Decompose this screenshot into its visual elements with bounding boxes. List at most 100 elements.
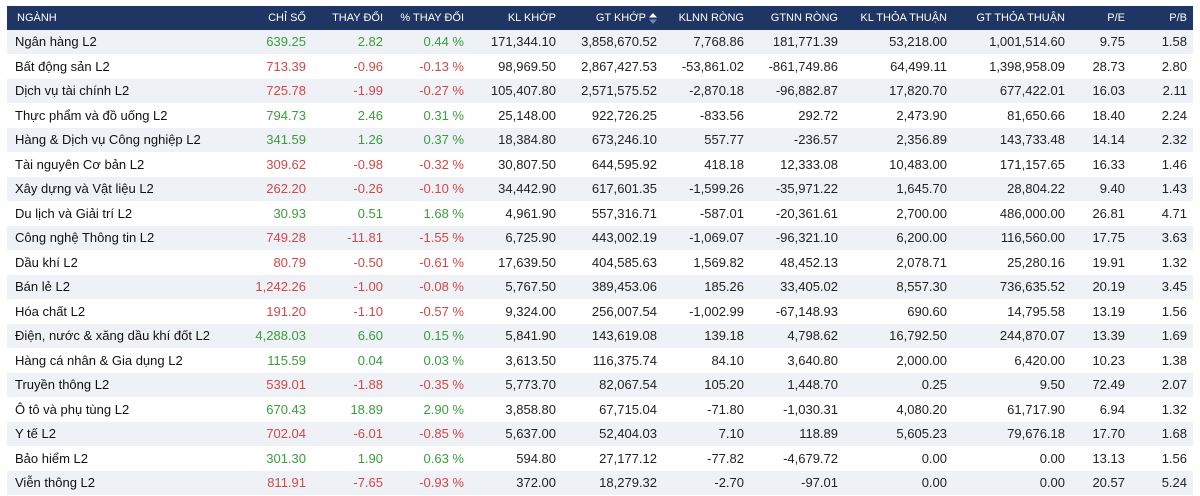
col-header-chiso[interactable]: CHỈ SỐ [239,6,312,30]
cell-kl-thoa-thuan: 8,557.30 [844,274,953,300]
table-row[interactable]: Xây dựng và Vật liệu L2 262.20 -0.26 -0.10 … [7,176,1193,202]
table-row[interactable]: Hóa chất L2 191.20 -1.10 -0.57 % 9,324.00 256… [7,299,1193,324]
cell-kl-thoa-thuan: 5,605.23 [844,421,953,447]
cell-gt-thoa-thuan: 25,280.16 [953,250,1071,275]
cell-gt-khop: 67,715.04 [562,397,663,422]
cell-klnn-rong: -77.82 [663,446,750,471]
cell-change: 6.60 [312,323,389,349]
cell-klnn-rong: 185.26 [663,274,750,300]
col-header-pb[interactable]: P/B [1131,6,1193,30]
cell-pb: 1.56 [1131,299,1193,324]
cell-pe: 18.40 [1071,103,1131,128]
table-row[interactable]: Thực phẩm và đồ uống L2 794.73 2.46 0.31 % 2… [7,103,1193,128]
cell-pb: 2.32 [1131,127,1193,153]
cell-klnn-rong: 7,768.86 [663,30,750,55]
cell-pct-change: 0.37 % [389,127,470,153]
table-row[interactable]: Bán lẻ L2 1,242.26 -1.00 -0.08 % 5,767.50 389… [7,274,1193,300]
col-header-gtkhop-label: GT KHỚP [595,12,646,24]
cell-pe: 13.19 [1071,299,1131,324]
table-row[interactable]: Du lịch và Giải trí L2 30.93 0.51 1.68 % 4,9… [7,201,1193,226]
cell-kl-thoa-thuan: 690.60 [844,299,953,324]
cell-gtnn-rong: 33,405.02 [750,274,844,300]
cell-gt-thoa-thuan: 486,000.00 [953,201,1071,226]
table-row[interactable]: Tài nguyên Cơ bản L2 309.62 -0.98 -0.32 % 30… [7,152,1193,177]
col-header-gttt[interactable]: GT THỎA THUẬN [953,6,1071,30]
cell-gt-thoa-thuan: 677,422.01 [953,78,1071,104]
table-row[interactable]: Bất động sản L2 713.39 -0.96 -0.13 % 98,969.… [7,54,1193,79]
table-row[interactable]: Điện, nước & xăng dầu khí đốt L2 4,288.03… [7,323,1193,349]
table-row[interactable]: Hàng cá nhân & Gia dụng L2 115.59 0.04 0.03… [7,348,1193,373]
cell-gt-khop: 3,858,670.52 [562,30,663,55]
cell-pe: 20.57 [1071,470,1131,496]
cell-gt-khop: 52,404.03 [562,421,663,447]
table-row[interactable]: Bảo hiểm L2 301.30 1.90 0.63 % 594.80 27,177.… [7,446,1193,471]
cell-pb: 4.71 [1131,201,1193,226]
col-header-kltt[interactable]: KL THỎA THUẬN [844,6,953,30]
cell-kl-thoa-thuan: 1,645.70 [844,176,953,202]
cell-klnn-rong: -71.80 [663,397,750,422]
table-row[interactable]: Y tế L2 702.04 -6.01 -0.85 % 5,637.00 52,404.… [7,421,1193,447]
table-row[interactable]: Dầu khí L2 80.79 -0.50 -0.61 % 17,639.50 404,… [7,250,1193,275]
col-header-pe[interactable]: P/E [1071,6,1131,30]
table-row[interactable]: Viễn thông L2 811.91 -7.65 -0.93 % 372.00 18,… [7,470,1193,496]
cell-change: -7.65 [312,470,389,496]
cell-gtnn-rong: 292.72 [750,103,844,128]
cell-index: 191.20 [239,299,312,324]
col-header-nganh[interactable]: NGÀNH [7,6,239,30]
col-header-gtnn[interactable]: GTNN RÒNG [750,6,844,30]
sector-table-container: NGÀNH CHỈ SỐ THAY ĐỔI % THAY ĐỔI KL KHỚP… [7,6,1193,496]
cell-pb: 1.58 [1131,30,1193,55]
cell-pb: 1.43 [1131,176,1193,202]
sort-icon[interactable] [649,12,657,24]
table-row[interactable]: Ngân hàng L2 639.25 2.82 0.44 % 171,344.10 3,… [7,30,1193,55]
cell-gt-thoa-thuan: 0.00 [953,470,1071,496]
cell-pe: 16.33 [1071,152,1131,177]
cell-gt-khop: 256,007.54 [562,299,663,324]
col-header-pct[interactable]: % THAY ĐỔI [389,6,470,30]
cell-kl-khop: 5,767.50 [470,274,562,300]
cell-klnn-rong: 7.10 [663,421,750,447]
cell-kl-khop: 30,807.50 [470,152,562,177]
cell-index: 539.01 [239,372,312,398]
cell-gt-thoa-thuan: 0.00 [953,446,1071,471]
cell-sector-name: Bất động sản L2 [7,54,239,79]
cell-pct-change: -0.61 % [389,250,470,275]
cell-index: 639.25 [239,30,312,55]
cell-gtnn-rong: -96,321.10 [750,225,844,251]
cell-change: -0.98 [312,152,389,177]
cell-klnn-rong: 418.18 [663,152,750,177]
cell-gtnn-rong: -4,679.72 [750,446,844,471]
table-row[interactable]: Dịch vụ tài chính L2 725.78 -1.99 -0.27 % 10… [7,78,1193,104]
cell-pb: 1.69 [1131,323,1193,349]
cell-kl-khop: 3,858.80 [470,397,562,422]
cell-gtnn-rong: -20,361.61 [750,201,844,226]
cell-change: -1.88 [312,372,389,398]
cell-sector-name: Điện, nước & xăng dầu khí đốt L2 [7,323,239,349]
cell-gtnn-rong: 4,798.62 [750,323,844,349]
cell-gt-khop: 143,619.08 [562,323,663,349]
cell-gt-khop: 116,375.74 [562,348,663,373]
cell-change: -1.10 [312,299,389,324]
table-row[interactable]: Hàng & Dịch vụ Công nghiệp L2 341.59 1.26 0… [7,127,1193,153]
cell-pct-change: -0.85 % [389,421,470,447]
cell-change: -0.96 [312,54,389,79]
cell-gt-khop: 404,585.63 [562,250,663,275]
col-header-gtkhop[interactable]: GT KHỚP [562,6,663,30]
cell-sector-name: Bán lẻ L2 [7,274,239,300]
cell-index: 749.28 [239,225,312,251]
cell-change: 2.82 [312,30,389,55]
cell-gt-thoa-thuan: 116,560.00 [953,225,1071,251]
cell-pb: 3.45 [1131,274,1193,300]
table-row[interactable]: Ô tô và phụ tùng L2 670.43 18.89 2.90 % 3,85… [7,397,1193,422]
table-row[interactable]: Công nghệ Thông tin L2 749.28 -11.81 -1.55 … [7,225,1193,251]
cell-kl-khop: 34,442.90 [470,176,562,202]
col-header-klnn[interactable]: KLNN RÒNG [663,6,750,30]
cell-pct-change: -0.32 % [389,152,470,177]
cell-klnn-rong: -53,861.02 [663,54,750,79]
col-header-klkhop[interactable]: KL KHỚP [470,6,562,30]
cell-klnn-rong: -2,870.18 [663,78,750,104]
table-row[interactable]: Truyền thông L2 539.01 -1.88 -0.35 % 5,773.7… [7,372,1193,398]
cell-klnn-rong: 557.77 [663,127,750,153]
col-header-thaydoi[interactable]: THAY ĐỔI [312,6,389,30]
cell-kl-khop: 594.80 [470,446,562,471]
